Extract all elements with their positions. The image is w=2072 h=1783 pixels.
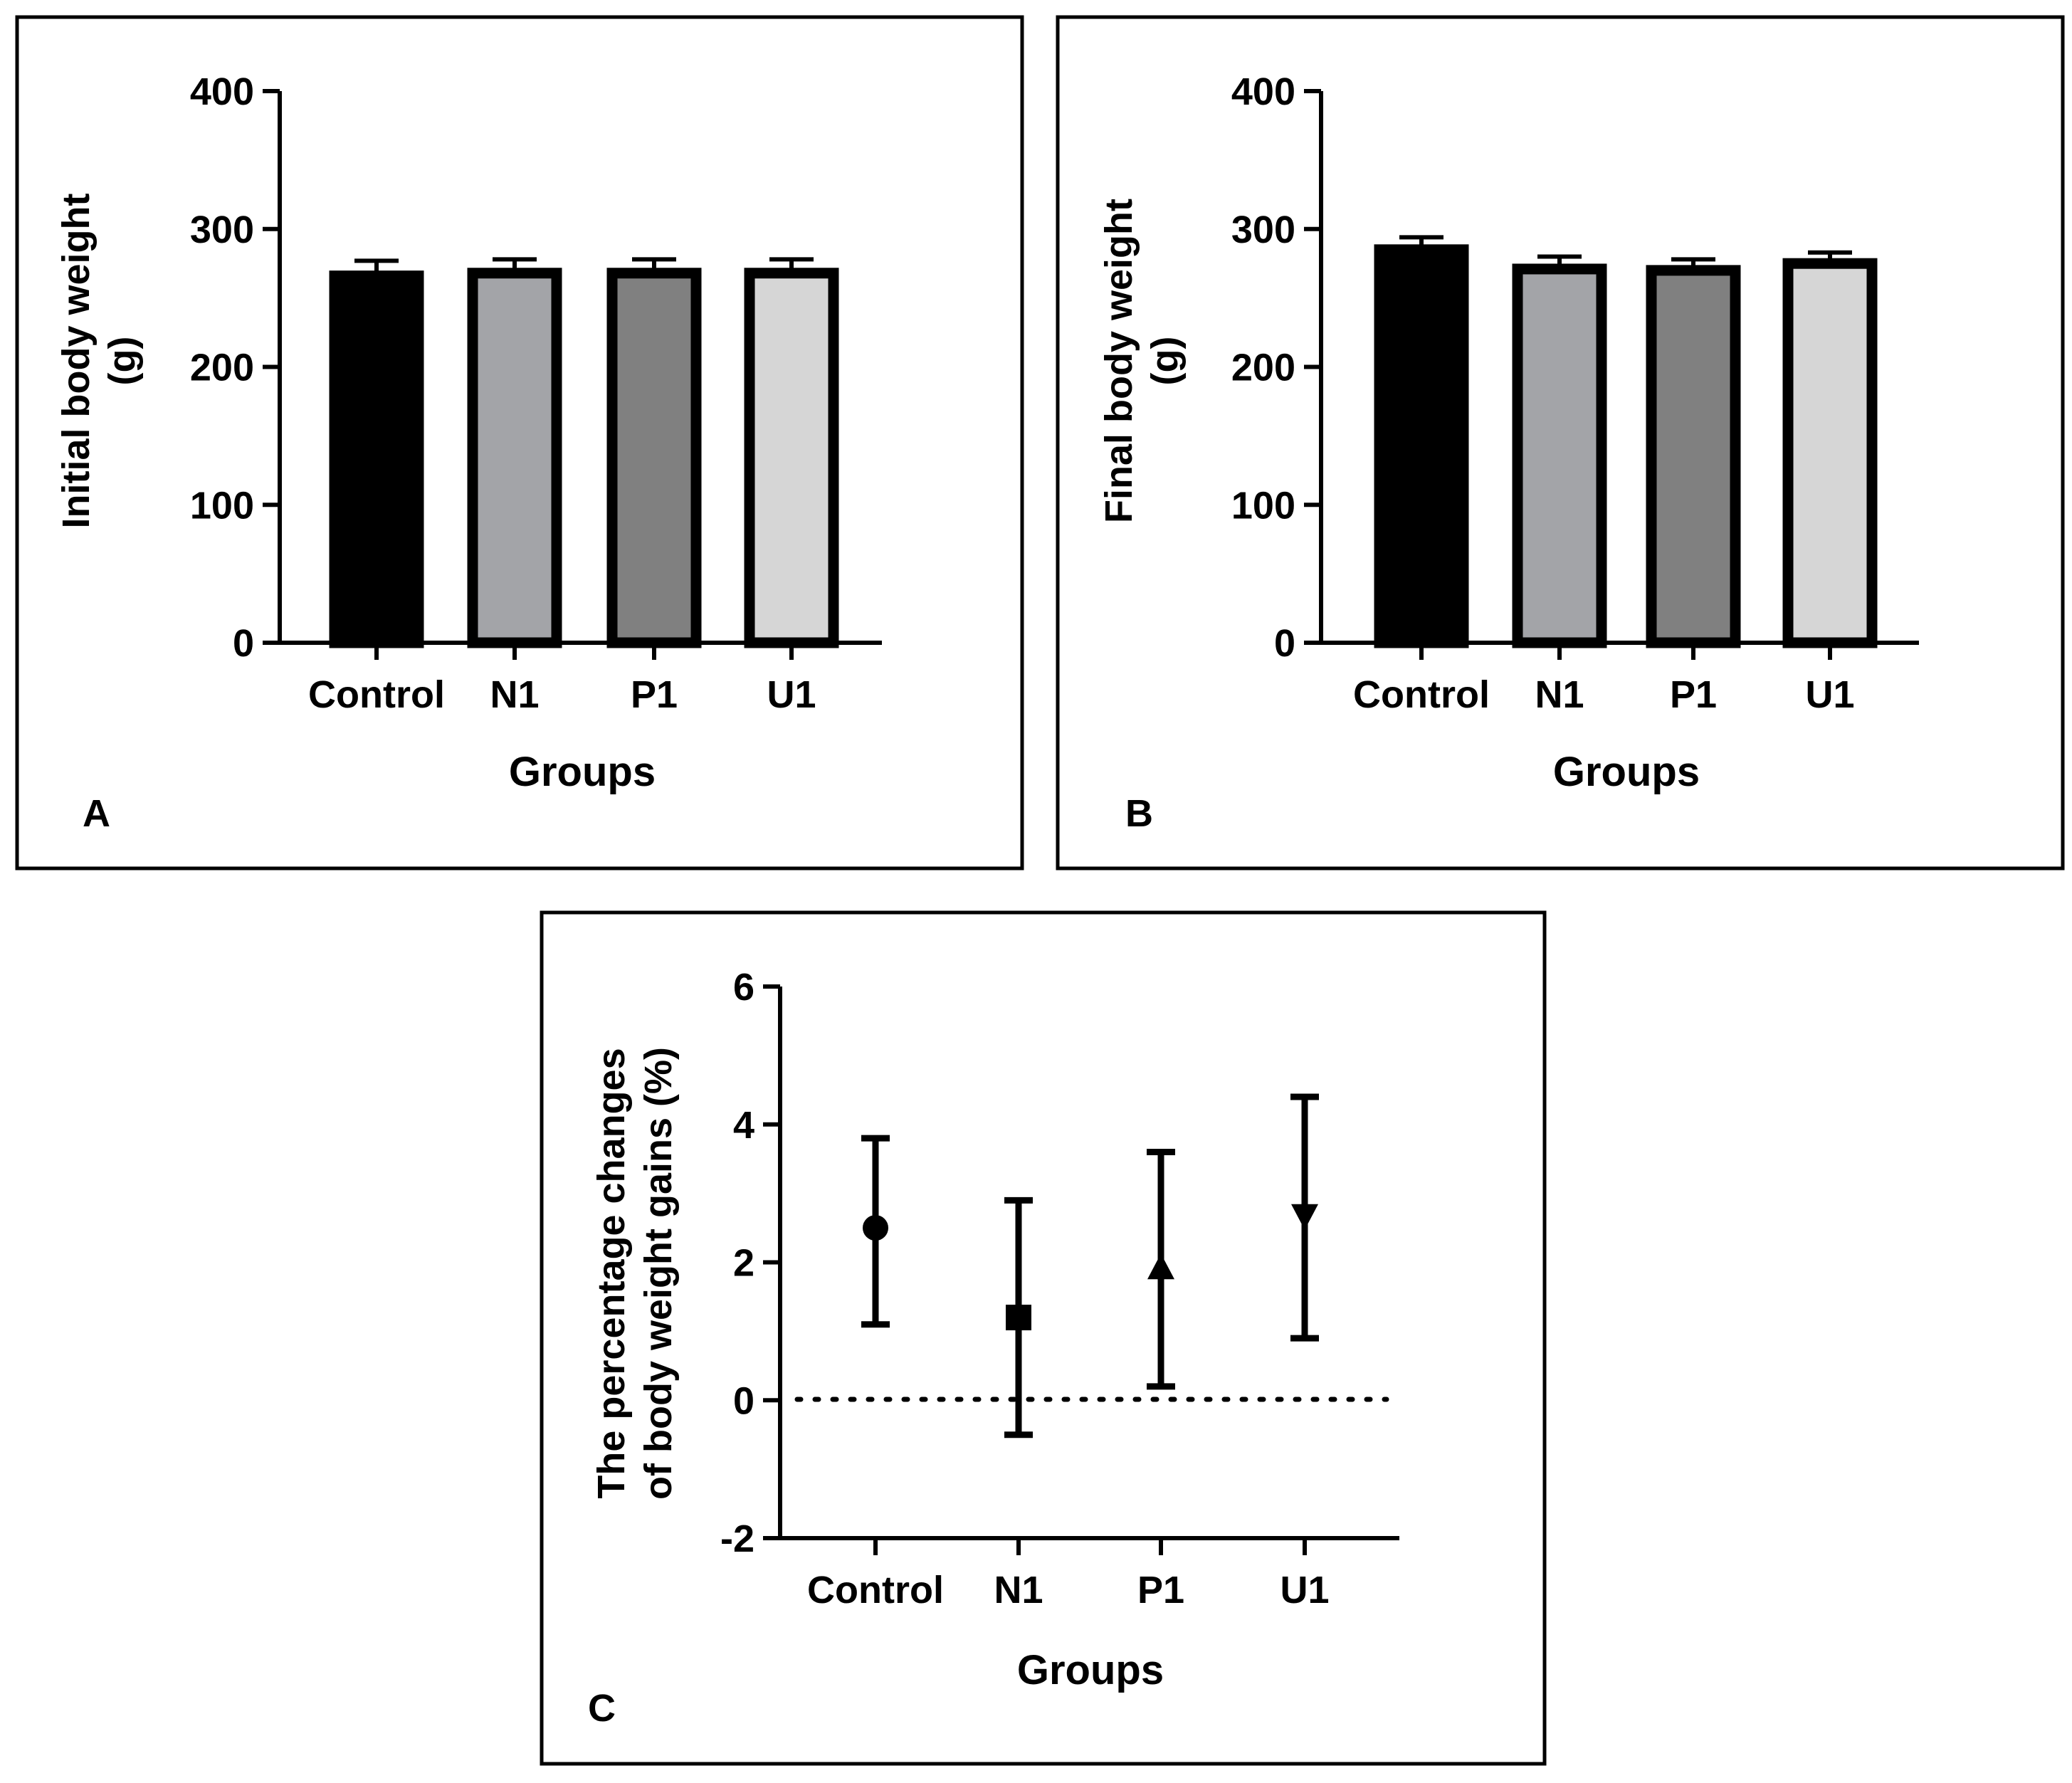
- panel-a-y-tick-label: 400: [190, 70, 254, 113]
- panel-c-y-ticks: -2 0 2 4 6: [720, 966, 780, 1560]
- panel-c-y-axis-label: The percentage changes of body weight ga…: [590, 1047, 680, 1500]
- panel-a-y-tick-label: 0: [233, 622, 254, 665]
- panel-c-y-tick-label: 6: [733, 966, 754, 1009]
- panel-b-x-tick-label: Control: [1353, 673, 1490, 716]
- panel-c-y-tick-label: 0: [733, 1379, 754, 1422]
- panel-a-bar-u1: [744, 268, 839, 648]
- panel-a-bar-control: [329, 270, 424, 648]
- panel-a-x-tick-label: N1: [490, 673, 539, 716]
- panel-b-bar-control: [1374, 244, 1469, 648]
- panel-b-x-tick-label: N1: [1535, 673, 1584, 716]
- panel-c-y-tick-label: -2: [720, 1518, 754, 1560]
- panel-c-y-tick-label: 2: [733, 1242, 754, 1285]
- panel-c-point-n1: [1006, 1305, 1031, 1330]
- panel-b-bar-p1: [1646, 265, 1741, 648]
- panel-b-bars: [1374, 235, 1878, 648]
- panel-c-x-tick-label: P1: [1137, 1569, 1184, 1611]
- panel-c-x-tick-label: Control: [807, 1569, 944, 1611]
- panel-c-axes: [778, 987, 1399, 1540]
- panel-c-y-tick-label: 4: [733, 1104, 754, 1147]
- panel-a-y-tick-label: 100: [190, 484, 254, 527]
- panel-a-letter: A: [83, 792, 110, 835]
- panel-a-bar-p1: [606, 268, 702, 648]
- panel-a-x-labels: Control N1 P1 U1: [308, 643, 816, 716]
- panel-a-x-tick-label: P1: [631, 673, 678, 716]
- panel-a-bars: [329, 257, 839, 648]
- panel-c-x-tick-label: N1: [994, 1569, 1043, 1611]
- panel-b-y-tick-label: 300: [1231, 209, 1295, 251]
- panel-a-y-tick-label: 300: [190, 209, 254, 251]
- panel-b-frame: [1056, 15, 2065, 871]
- panel-b-axes: [1319, 91, 1919, 645]
- panel-c-letter: C: [588, 1687, 616, 1730]
- panel-a-x-axis-label: Groups: [509, 749, 656, 795]
- panel-b-ylabel-line2: (g): [1144, 337, 1187, 386]
- panel-a: Initial body weight (g) 0 100 200 300 400 Co…: [15, 15, 1024, 871]
- panel-a-ylabel-line1: Initial body weight: [55, 193, 98, 528]
- panel-a-bar-n1: [467, 268, 562, 648]
- panel-c-x-tick-label: U1: [1280, 1569, 1329, 1611]
- panel-b-bar-u1: [1782, 258, 1878, 648]
- panel-c-ylabel-line2: of body weight gains (%): [637, 1047, 680, 1500]
- panel-c-ylabel-line1: The percentage changes: [590, 1048, 633, 1498]
- panel-b-x-axis-label: Groups: [1553, 749, 1700, 795]
- panel-c: The percentage changes of body weight ga…: [540, 910, 1547, 1766]
- panel-b-ylabel-line1: Final body weight: [1098, 199, 1140, 523]
- panel-c-point-p1: [1147, 1253, 1174, 1280]
- panel-c-frame: [540, 910, 1547, 1766]
- panel-b-x-labels: Control N1 P1 U1: [1353, 643, 1855, 716]
- panel-c-point-control: [863, 1215, 888, 1241]
- panel-c-x-axis-label: Groups: [1017, 1647, 1164, 1693]
- panel-a-y-axis-label: Initial body weight (g): [55, 193, 144, 528]
- panel-b-x-tick-label: U1: [1805, 673, 1854, 716]
- panel-a-y-tick-label: 200: [190, 347, 254, 389]
- panel-b-y-tick-label: 100: [1231, 484, 1295, 527]
- panel-b-y-tick-label: 400: [1231, 70, 1295, 113]
- panel-a-x-tick-label: U1: [767, 673, 816, 716]
- panel-c-x-labels: Control N1 P1 U1: [807, 1538, 1330, 1611]
- panel-b-y-tick-label: 0: [1274, 622, 1295, 665]
- panel-b-x-tick-label: P1: [1670, 673, 1717, 716]
- panel-b-y-ticks: 0 100 200 300 400: [1231, 70, 1321, 665]
- panel-b-bar-n1: [1512, 263, 1607, 648]
- panel-a-frame: [15, 15, 1024, 871]
- panel-c-point-u1: [1291, 1204, 1318, 1230]
- panel-a-y-ticks: 0 100 200 300 400: [190, 70, 280, 665]
- panel-a-ylabel-line2: (g): [101, 337, 144, 386]
- panel-c-points: [861, 1093, 1319, 1439]
- panel-b-letter: B: [1125, 792, 1153, 835]
- panel-b-y-tick-label: 200: [1231, 347, 1295, 389]
- panel-b: Final body weight (g) 0 100 200 300 400 Cont…: [1056, 15, 2065, 871]
- panel-a-x-tick-label: Control: [308, 673, 445, 716]
- panel-b-y-axis-label: Final body weight (g): [1098, 199, 1187, 523]
- panel-a-axes: [278, 91, 882, 645]
